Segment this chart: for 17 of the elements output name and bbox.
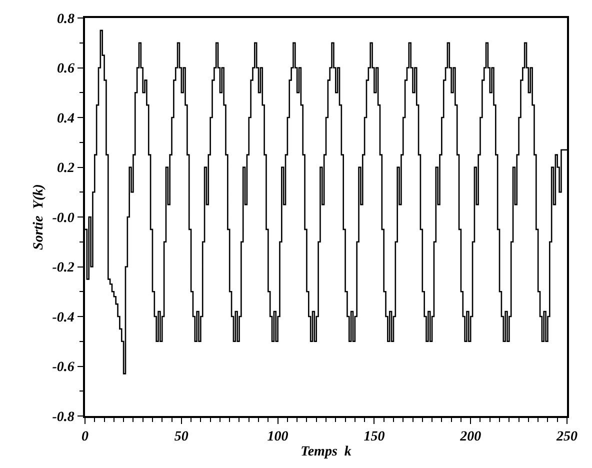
y-tick-label: 0.4: [56, 111, 74, 126]
x-tick-label: 250: [556, 430, 578, 445]
x-tick-label: 50: [174, 430, 188, 445]
x-tick-label: 200: [459, 430, 482, 445]
y-tick-label: 0.6: [56, 62, 74, 77]
y-tick-label: -0.4: [52, 310, 74, 326]
y-axis-title: Sortie Y(k): [31, 184, 46, 250]
y-tick-label: 0.2: [56, 161, 74, 176]
y-tick-label: -0.6: [52, 360, 74, 376]
y-tick-label: -0.8: [52, 410, 74, 425]
y-tick-label: -0.0: [52, 210, 74, 226]
x-axis-title: Temps k: [300, 444, 352, 460]
y-tick-label: 0.8: [56, 12, 74, 27]
y-tick-label: -0.2: [52, 260, 74, 276]
x-tick-label: 0: [82, 430, 88, 445]
x-tick-label: 100: [267, 430, 288, 445]
x-tick-label: 150: [364, 430, 385, 445]
